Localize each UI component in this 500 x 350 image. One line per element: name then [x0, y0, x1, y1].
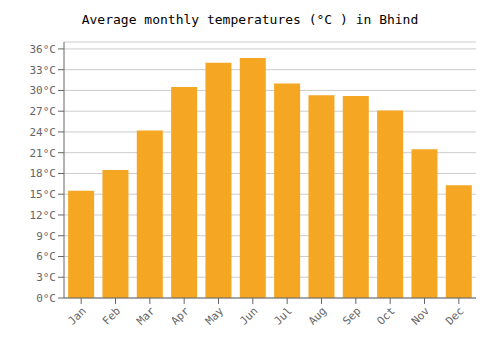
svg-text:Sep: Sep: [340, 304, 363, 327]
svg-text:27°C: 27°C: [30, 105, 57, 118]
html-text:Average monthly temperatures (: Average monthly temperatures (°C ) in Bh…: [81, 12, 419, 27]
svg-text:21°C: 21°C: [30, 147, 57, 160]
svg-text:Apr: Apr: [169, 304, 193, 328]
svg-text:9°C: 9°C: [36, 230, 56, 243]
svg-text:6°C: 6°C: [36, 250, 56, 263]
svg-text:15°C: 15°C: [30, 188, 57, 201]
svg-text:Aug: Aug: [306, 304, 329, 327]
svg-text:Feb: Feb: [100, 304, 123, 327]
svg-text:33°C: 33°C: [30, 64, 57, 77]
svg-text:3°C: 3°C: [36, 271, 56, 284]
svg-text:Mar: Mar: [134, 304, 158, 328]
svg-text:Jan: Jan: [66, 304, 89, 327]
svg-text:36°C: 36°C: [30, 43, 57, 56]
svg-text:Jun: Jun: [237, 304, 260, 327]
svg-text:18°C: 18°C: [30, 167, 57, 180]
svg-text:24°C: 24°C: [30, 126, 57, 139]
svg-text:30°C: 30°C: [30, 84, 57, 97]
svg-text:Dec: Dec: [443, 304, 466, 327]
svg-text:May: May: [203, 304, 227, 328]
svg-text:Nov: Nov: [409, 304, 433, 328]
svg-text:Jul: Jul: [272, 304, 295, 327]
svg-text:0°C: 0°C: [36, 292, 56, 305]
svg-text:Oct: Oct: [375, 304, 398, 327]
svg-text:12°C: 12°C: [30, 209, 57, 222]
